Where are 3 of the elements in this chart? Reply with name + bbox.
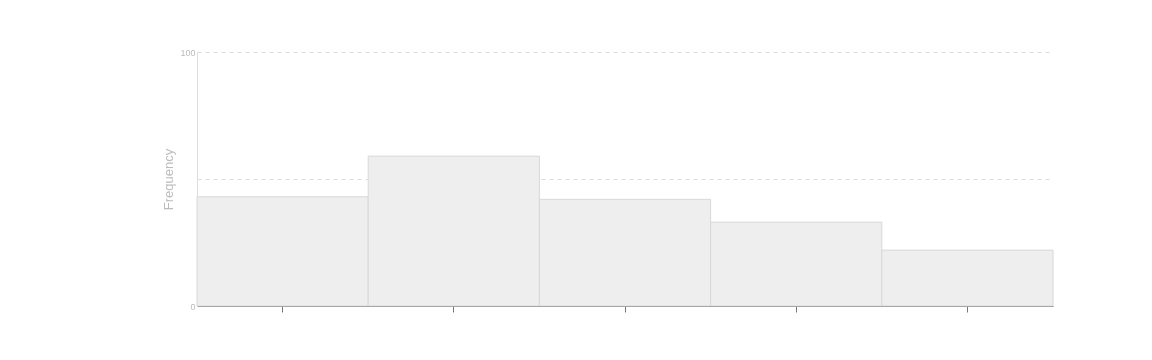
y-tick-label: 100 bbox=[180, 47, 196, 58]
y-axis-title: Frequency bbox=[161, 148, 177, 211]
y-tick-label: 0 bbox=[190, 301, 196, 312]
